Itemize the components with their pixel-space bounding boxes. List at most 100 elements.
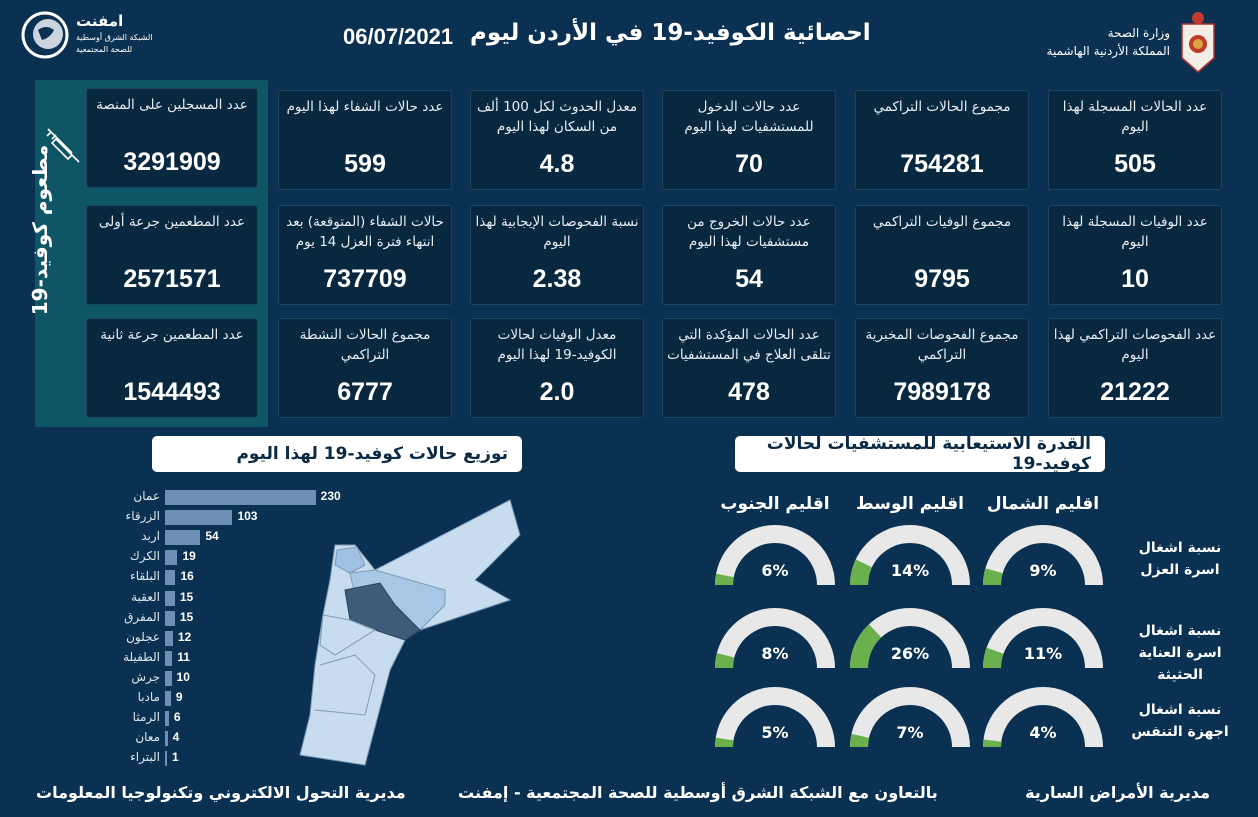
bar xyxy=(165,570,176,586)
stat-card: معدل الحدوث لكل 100 ألف من السكان لهذا ا… xyxy=(470,90,644,190)
card-label: نسبة الفحوصات الإيجابية لهذا اليوم xyxy=(475,214,639,250)
gauge-track xyxy=(850,687,970,747)
gauge-value: 11% xyxy=(1023,644,1063,663)
emphnet-name: امفنت xyxy=(76,12,124,30)
row-label: نسبة اشغال اسرة العزل xyxy=(1138,540,1222,578)
bar-value: 9 xyxy=(175,690,183,704)
vaccine-card: عدد المطعمين جرعة أولى 2571571 xyxy=(86,205,258,305)
region-label: اقليم الجنوب xyxy=(720,494,830,514)
card-value: 599 xyxy=(344,150,386,178)
card-label: عدد الحالات المؤكدة التي تتلقى العلاج في… xyxy=(667,327,831,363)
bar-label: مادبا xyxy=(137,690,160,704)
bar xyxy=(165,650,173,666)
bar-label: المفرق xyxy=(124,609,160,624)
ministry-country: المملكة الأردنية الهاشمية xyxy=(1046,44,1170,58)
card-label: عدد الفحوصات التراكمي لهذا اليوم xyxy=(1053,327,1217,363)
gauge-fill xyxy=(715,573,734,585)
footer-left: مديرية التحول الالكتروني وتكنولوجيا المع… xyxy=(36,783,406,802)
bar-label: العقبة xyxy=(131,589,160,604)
row-label: نسبة اشغال اجهزة التنفس xyxy=(1131,702,1229,740)
card-label: مجموع الفحوصات المخبرية التراكمي xyxy=(865,327,1019,363)
stat-card: مجموع الوفيات التراكمي 9795 xyxy=(855,205,1029,305)
card-label: مجموع الحالات النشطة التراكمي xyxy=(299,327,431,363)
bar xyxy=(165,490,316,505)
bar-label: عمان xyxy=(133,489,160,503)
gauge-fill xyxy=(850,559,872,585)
gauge-fill xyxy=(983,647,1004,668)
gauge-value: 9% xyxy=(1029,561,1057,580)
gauge-fill xyxy=(715,653,735,668)
gauge-track xyxy=(983,687,1103,747)
card-value: 505 xyxy=(1114,150,1156,178)
globe-logo-icon xyxy=(21,11,69,59)
ministry-name: وزارة الصحة xyxy=(1107,26,1170,40)
stat-card: عدد حالات الخروج من مستشفيات لهذا اليوم 5… xyxy=(662,205,836,305)
gauge-track xyxy=(715,687,835,747)
bar-value: 4 xyxy=(172,730,180,745)
card-label: معدل الوفيات لحالات الكوفيد-19 لهذا اليو… xyxy=(497,327,617,363)
gauge-fill xyxy=(850,733,870,747)
card-value: 737709 xyxy=(323,265,407,293)
bar-value: 15 xyxy=(179,589,194,604)
jordan-map xyxy=(299,499,521,766)
card-label: عدد الحالات المسجلة لهذا اليوم xyxy=(1062,99,1208,135)
region-label: اقليم الشمال xyxy=(986,494,1100,514)
bar-value: 6 xyxy=(173,710,181,725)
bar-label: عجلون xyxy=(126,629,160,644)
card-value: 754281 xyxy=(900,150,984,178)
card-value: 4.8 xyxy=(539,150,575,178)
region-label: اقليم الوسط xyxy=(856,494,964,514)
gauge-value: 8% xyxy=(761,644,789,663)
card-value: 2571571 xyxy=(123,265,221,293)
bar-label: الطفيلة xyxy=(123,649,160,664)
card-label: حالات الشفاء (المتوقعة) بعد انتهاء فترة … xyxy=(286,214,444,250)
capacity-title: القدرة الاستيعابية للمستشفيات لحالات كوف… xyxy=(735,434,1105,474)
gauge-value: 5% xyxy=(761,723,789,742)
gauge-value: 6% xyxy=(761,561,789,580)
bar xyxy=(165,530,201,546)
vaccine-card: عدد المسجلين على المنصة 3291909 xyxy=(86,88,258,188)
bar xyxy=(165,751,167,767)
bar xyxy=(165,510,233,526)
gauge-value: 4% xyxy=(1029,723,1057,742)
stat-card: عدد حالات الشفاء لهذا اليوم 599 xyxy=(278,90,452,190)
stat-card: حالات الشفاء (المتوقعة) بعد انتهاء فترة … xyxy=(278,205,452,305)
bar-value: 1 xyxy=(172,750,179,765)
card-label: مجموع الحالات التراكمي xyxy=(873,99,1011,115)
gauge-value: 7% xyxy=(896,723,924,742)
card-label: عدد الوفيات المسجلة لهذا اليوم xyxy=(1062,214,1208,250)
emphnet-line2: للصحة المجتمعية xyxy=(76,45,133,54)
card-label: عدد حالات الشفاء لهذا اليوم xyxy=(286,99,444,115)
bar-value: 230 xyxy=(320,489,341,503)
emphnet-logo: امفنت الشبكة الشرق أوسطية للصحة المجتمعي… xyxy=(20,10,200,65)
page-title: احصائية الكوفيد-19 في الأردن ليوم xyxy=(470,20,871,46)
gauge-fill xyxy=(715,737,734,747)
card-value: 1544493 xyxy=(123,378,221,406)
bar-value: 16 xyxy=(180,569,194,584)
footer-right: مديرية الأمراض السارية xyxy=(1025,783,1210,802)
stat-card: عدد الفحوصات التراكمي لهذا اليوم 21222 xyxy=(1048,318,1222,418)
card-label: مجموع الوفيات التراكمي xyxy=(872,214,1012,230)
bar-value: 19 xyxy=(182,549,196,564)
card-value: 70 xyxy=(735,150,763,178)
card-label: عدد المسجلين على المنصة xyxy=(96,97,248,113)
bar-label: معان xyxy=(135,730,160,745)
stat-card: معدل الوفيات لحالات الكوفيد-19 لهذا اليو… xyxy=(470,318,644,418)
bar-value: 54 xyxy=(205,529,219,544)
card-label: عدد المطعمين جرعة ثانية xyxy=(100,327,244,343)
bar xyxy=(165,731,168,747)
stat-card: مجموع الحالات النشطة التراكمي 6777 xyxy=(278,318,452,418)
bar-label: الكرك xyxy=(129,549,160,564)
card-value: 10 xyxy=(1121,265,1149,293)
stat-card: عدد الحالات المسجلة لهذا اليوم 505 xyxy=(1048,90,1222,190)
bar-value: 15 xyxy=(179,609,194,624)
bar xyxy=(165,550,178,566)
distribution-title: توزيع حالات كوفيد-19 لهذا اليوم xyxy=(152,436,522,472)
coat-of-arms-icon xyxy=(1181,12,1215,73)
bar-value: 10 xyxy=(176,669,190,684)
gauge-value: 26% xyxy=(890,644,930,663)
footer-center: بالتعاون مع الشبكة الشرق أوسطية للصحة ال… xyxy=(458,783,938,802)
syringe-icon xyxy=(46,128,80,163)
card-label: معدل الحدوث لكل 100 ألف من السكان لهذا ا… xyxy=(476,99,638,135)
